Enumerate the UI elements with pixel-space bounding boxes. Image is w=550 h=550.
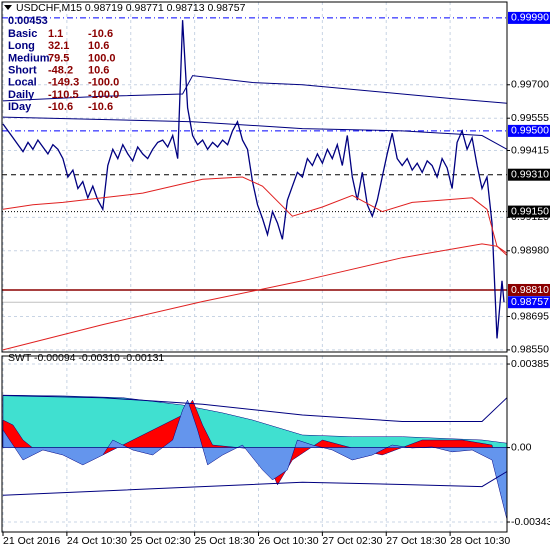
- price-line: [2, 243, 508, 351]
- level-label: 0.99990: [511, 12, 549, 24]
- y-tick-label: 0.99415: [511, 144, 549, 156]
- info-number: -48.2: [48, 65, 73, 77]
- chart-title: USDCHF,M15 0.98719 0.98771 0.98713 0.987…: [16, 2, 246, 14]
- x-tick-label: 25 Oct 18:30: [195, 535, 255, 547]
- level-box: [508, 296, 550, 309]
- x-tick-label: 27 Oct 02:30: [322, 535, 382, 547]
- info-number: -110.5: [48, 89, 79, 101]
- pane-frame: [1, 355, 508, 533]
- info-number: -10.6: [88, 28, 113, 40]
- x-tick-label: 27 Oct 18:30: [386, 535, 446, 547]
- y-tick-label: 0.00385: [511, 358, 549, 370]
- x-tick-label: 26 Oct 10:30: [258, 535, 318, 547]
- y-tick-label: 0.99555: [511, 112, 549, 124]
- info-number: 1.1: [48, 28, 63, 40]
- info-number: 10.6: [88, 40, 109, 52]
- indicator-line: [2, 395, 508, 422]
- info-label: IDay: [8, 101, 32, 113]
- info-label: Basic: [8, 28, 37, 40]
- indicator-area: [2, 399, 508, 520]
- y-tick-label: 0.99700: [511, 79, 549, 91]
- info-label: Local: [8, 77, 37, 89]
- x-tick-label: 28 Oct 10:30: [450, 535, 510, 547]
- x-tick-label: 24 Oct 10:30: [67, 535, 127, 547]
- price-line: [2, 116, 508, 150]
- level-box: [508, 11, 550, 24]
- y-tick-label: 0.00: [511, 441, 532, 453]
- x-tick-label: 25 Oct 02:30: [131, 535, 191, 547]
- info-label: Daily: [8, 89, 35, 101]
- price-line: [2, 75, 508, 104]
- level-label: 0.98810: [511, 284, 549, 296]
- info-label: Medium: [8, 52, 50, 64]
- level-label: 0.98757: [511, 296, 549, 308]
- indicator-line: [2, 471, 508, 496]
- level-label: 0.99310: [511, 168, 549, 180]
- info-number: 10.6: [88, 65, 109, 77]
- info-value: 0.00453: [8, 15, 48, 27]
- x-tick-label: 21 Oct 2016: [3, 535, 60, 547]
- y-tick-label: -0.00343: [511, 516, 550, 528]
- info-number: 32.1: [48, 40, 69, 52]
- level-label: 0.99500: [511, 125, 549, 137]
- info-label: Short: [8, 65, 37, 77]
- info-number: 79.5: [48, 52, 69, 64]
- info-number: -100.0: [88, 77, 119, 89]
- y-tick-label: 0.98550: [511, 344, 549, 356]
- info-number: -10.6: [88, 101, 113, 113]
- info-number: -10.6: [48, 101, 73, 113]
- indicator-pane: -0.00343 0.00 0.00385: [1, 355, 550, 533]
- y-tick-label: 0.98980: [511, 245, 549, 257]
- level-box: [508, 168, 550, 181]
- price-pane: 0.985500.986950.989800.991250.994150.995…: [1, 1, 550, 356]
- info-number: -100.0: [88, 89, 119, 101]
- info-number: 100.0: [88, 52, 116, 64]
- info-label: Long: [8, 40, 35, 52]
- level-box: [508, 205, 550, 218]
- price-line: [2, 20, 505, 339]
- level-box: [508, 283, 550, 296]
- level-box: [508, 124, 550, 137]
- info-number: -149.3: [48, 77, 79, 89]
- indicator-title: SWT -0.00094 -0.00310 -0.00131: [8, 352, 164, 364]
- pane-frame: [1, 1, 508, 353]
- y-tick-label: 0.98695: [511, 310, 549, 322]
- menu-triangle: [4, 5, 12, 10]
- price-line: [2, 176, 508, 256]
- level-label: 0.99150: [511, 205, 549, 217]
